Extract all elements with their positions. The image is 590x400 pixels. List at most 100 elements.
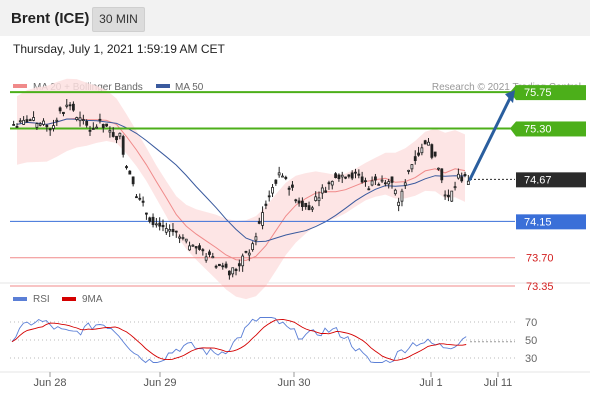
candle-body [437,167,440,170]
candle-body [410,164,414,170]
level-label-73.35: 73.35 [526,281,554,293]
candle-body [367,188,371,191]
projection-arrow [468,96,512,181]
ma20-legend-swatch [13,84,27,88]
instrument-title: Brent (ICE) [11,10,90,27]
candle-body [28,119,32,122]
candle-body [52,125,55,129]
candle-body [294,199,298,202]
candle-body [247,252,251,256]
candle-body [98,118,102,121]
candle-body [423,140,427,145]
candle-body [148,217,152,222]
level-tag-74.15 [516,214,586,230]
candle-body [390,176,394,183]
candle-body [105,123,108,127]
candle-body [244,250,248,253]
candle-body [463,173,467,177]
candle-body [337,174,341,180]
level-tag-75.30 [516,121,586,137]
candle-body [397,201,401,206]
candle-body [354,171,357,174]
candle-body [101,124,105,128]
candle-body [91,128,95,130]
level-label-74.67: 74.67 [524,174,552,186]
candle-body [138,197,142,200]
candle-body [45,124,49,128]
candle-body [267,195,271,198]
candle-body [181,237,185,239]
candle-body [151,216,155,225]
candle-body [201,249,205,252]
candle-body [387,181,391,185]
candle-body [334,173,337,179]
rsi-ma-legend-label: 9MA [82,294,103,305]
candle-body [178,236,181,239]
level-label-75.75: 75.75 [524,87,552,99]
candle-body [271,187,274,194]
candle-body [383,182,387,185]
candle-body [340,174,344,178]
candle-body [25,119,29,123]
candle-body [12,124,16,126]
candle-body [161,224,165,228]
level-label-75.30: 75.30 [524,123,552,135]
candle-body [154,223,158,226]
header-bar: Brent (ICE) 30 MIN [0,0,590,36]
candle-body [221,265,225,268]
candle-body [310,207,314,210]
candle-body [15,126,19,128]
candle-body [377,183,381,186]
candle-body [191,244,195,247]
candle-body [466,180,470,185]
candle-body [347,174,351,177]
candle-body [287,187,291,190]
candle-body [304,202,308,208]
candle-body [407,169,410,172]
candle-body [420,147,424,154]
candle-body [174,230,178,233]
candle-body [301,200,304,208]
candle-body [403,182,407,186]
candle-body [393,189,397,195]
candle-body [450,190,454,202]
candle-body [400,190,404,202]
candle-body [111,132,115,137]
ma50-line [16,118,466,243]
candle-body [327,182,331,185]
candle-body [251,243,255,251]
candle-body [413,156,417,162]
bollinger-band [17,78,465,300]
rsi-ma-line [11,318,467,361]
x-tick-label-2: Jun 30 [277,377,310,389]
x-tick-label-3: Jul 1 [419,377,442,389]
candle-body [115,135,118,141]
candle-body [81,119,85,121]
candle-body [317,197,321,202]
candle-body [158,222,162,227]
candle-body [145,212,148,215]
candle-body [456,173,460,179]
candle-body [131,176,135,185]
candle-body [227,270,231,276]
candle-body [443,194,447,197]
candle-body [291,184,294,188]
rsi-ma-legend-swatch [62,297,76,301]
timeframe-badge[interactable]: 30 MIN [92,7,145,32]
candle-body [320,187,324,194]
candle-body [135,196,138,199]
ma20-line [16,117,466,261]
candle-body [108,130,112,133]
candle-body [224,263,228,268]
candle-body [168,229,172,232]
candle-body [430,144,434,158]
candle-body [284,176,288,179]
candle-body [85,120,89,126]
candle-body [254,236,258,241]
rsi-tick-30: 30 [525,353,537,365]
credit-label: Research © 2021 Trading Central [432,82,581,93]
candle-body [204,256,208,261]
candle-body [95,126,99,129]
candle-body [121,136,125,155]
